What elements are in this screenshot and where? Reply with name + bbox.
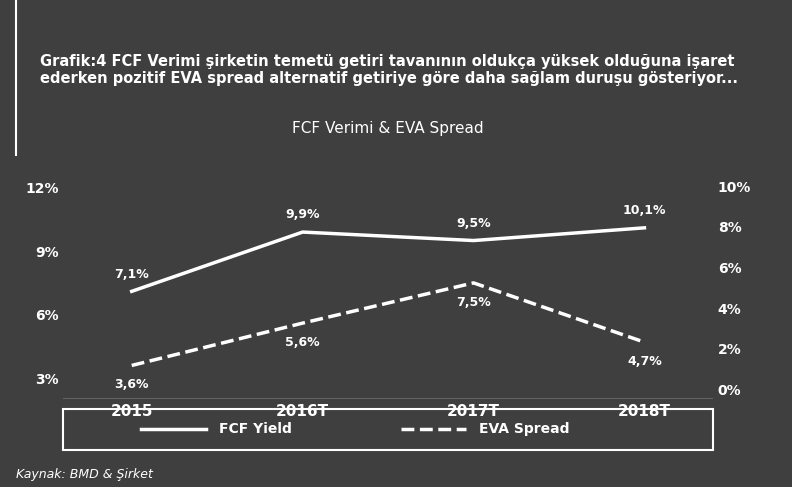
Text: EVA Spread: EVA Spread (479, 422, 569, 435)
Text: FCF Yield: FCF Yield (219, 422, 292, 435)
Text: 3,6%: 3,6% (115, 378, 149, 391)
Text: 9,9%: 9,9% (285, 208, 320, 222)
Text: 9,5%: 9,5% (456, 217, 491, 230)
Text: 7,5%: 7,5% (456, 296, 491, 309)
Text: Kaynak: BMD & Şirket: Kaynak: BMD & Şirket (16, 468, 153, 481)
Text: FCF Verimi & EVA Spread: FCF Verimi & EVA Spread (292, 121, 484, 136)
Text: 5,6%: 5,6% (285, 336, 320, 349)
Text: Grafik:4 FCF Verimi şirketin temetü getiri tavanının oldukça yüksek olduğuna işa: Grafik:4 FCF Verimi şirketin temetü geti… (40, 54, 737, 86)
Text: 7,1%: 7,1% (114, 268, 149, 281)
Text: 10,1%: 10,1% (623, 204, 666, 217)
Text: 4,7%: 4,7% (627, 355, 662, 368)
